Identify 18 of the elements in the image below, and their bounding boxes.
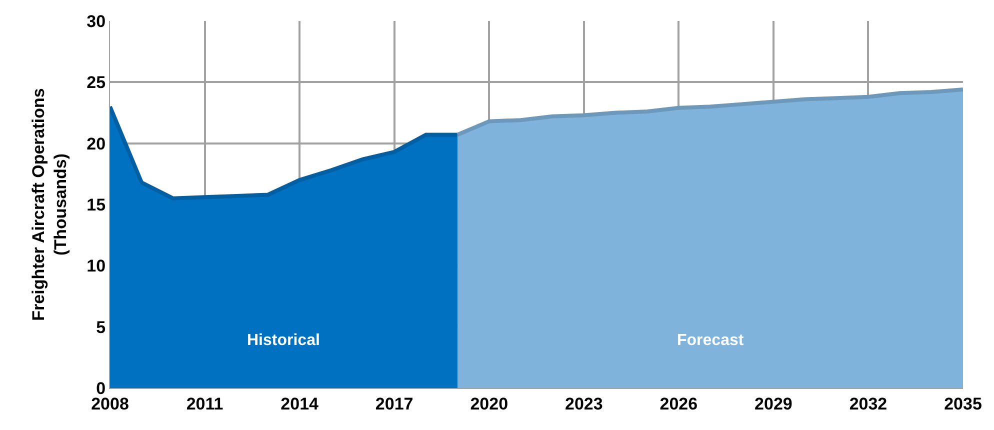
x-tick-label: 2026	[660, 394, 698, 414]
x-tick-label: 2035	[944, 394, 982, 414]
x-tick-label: 2023	[564, 394, 603, 414]
y-axis-title: Freighter Aircraft Operations (Thousands)	[29, 88, 70, 321]
x-tick-label: 2011	[186, 394, 224, 414]
series-label: Forecast	[677, 332, 744, 349]
y-tick-label: 15	[86, 195, 106, 214]
x-tick-label: 2020	[470, 394, 508, 414]
x-tick-label: 2017	[375, 394, 414, 414]
x-tick-label: 2014	[280, 394, 320, 414]
y-tick-label: 30	[86, 12, 106, 31]
x-tick-label: 2029	[754, 394, 792, 414]
x-tick-label: 2032	[849, 394, 888, 414]
series-label: Historical	[247, 332, 320, 349]
y-tick-label: 25	[86, 73, 106, 92]
y-tick-label: 5	[96, 318, 106, 337]
y-tick-label: 20	[86, 134, 106, 154]
y-tick-label: 10	[86, 256, 106, 276]
